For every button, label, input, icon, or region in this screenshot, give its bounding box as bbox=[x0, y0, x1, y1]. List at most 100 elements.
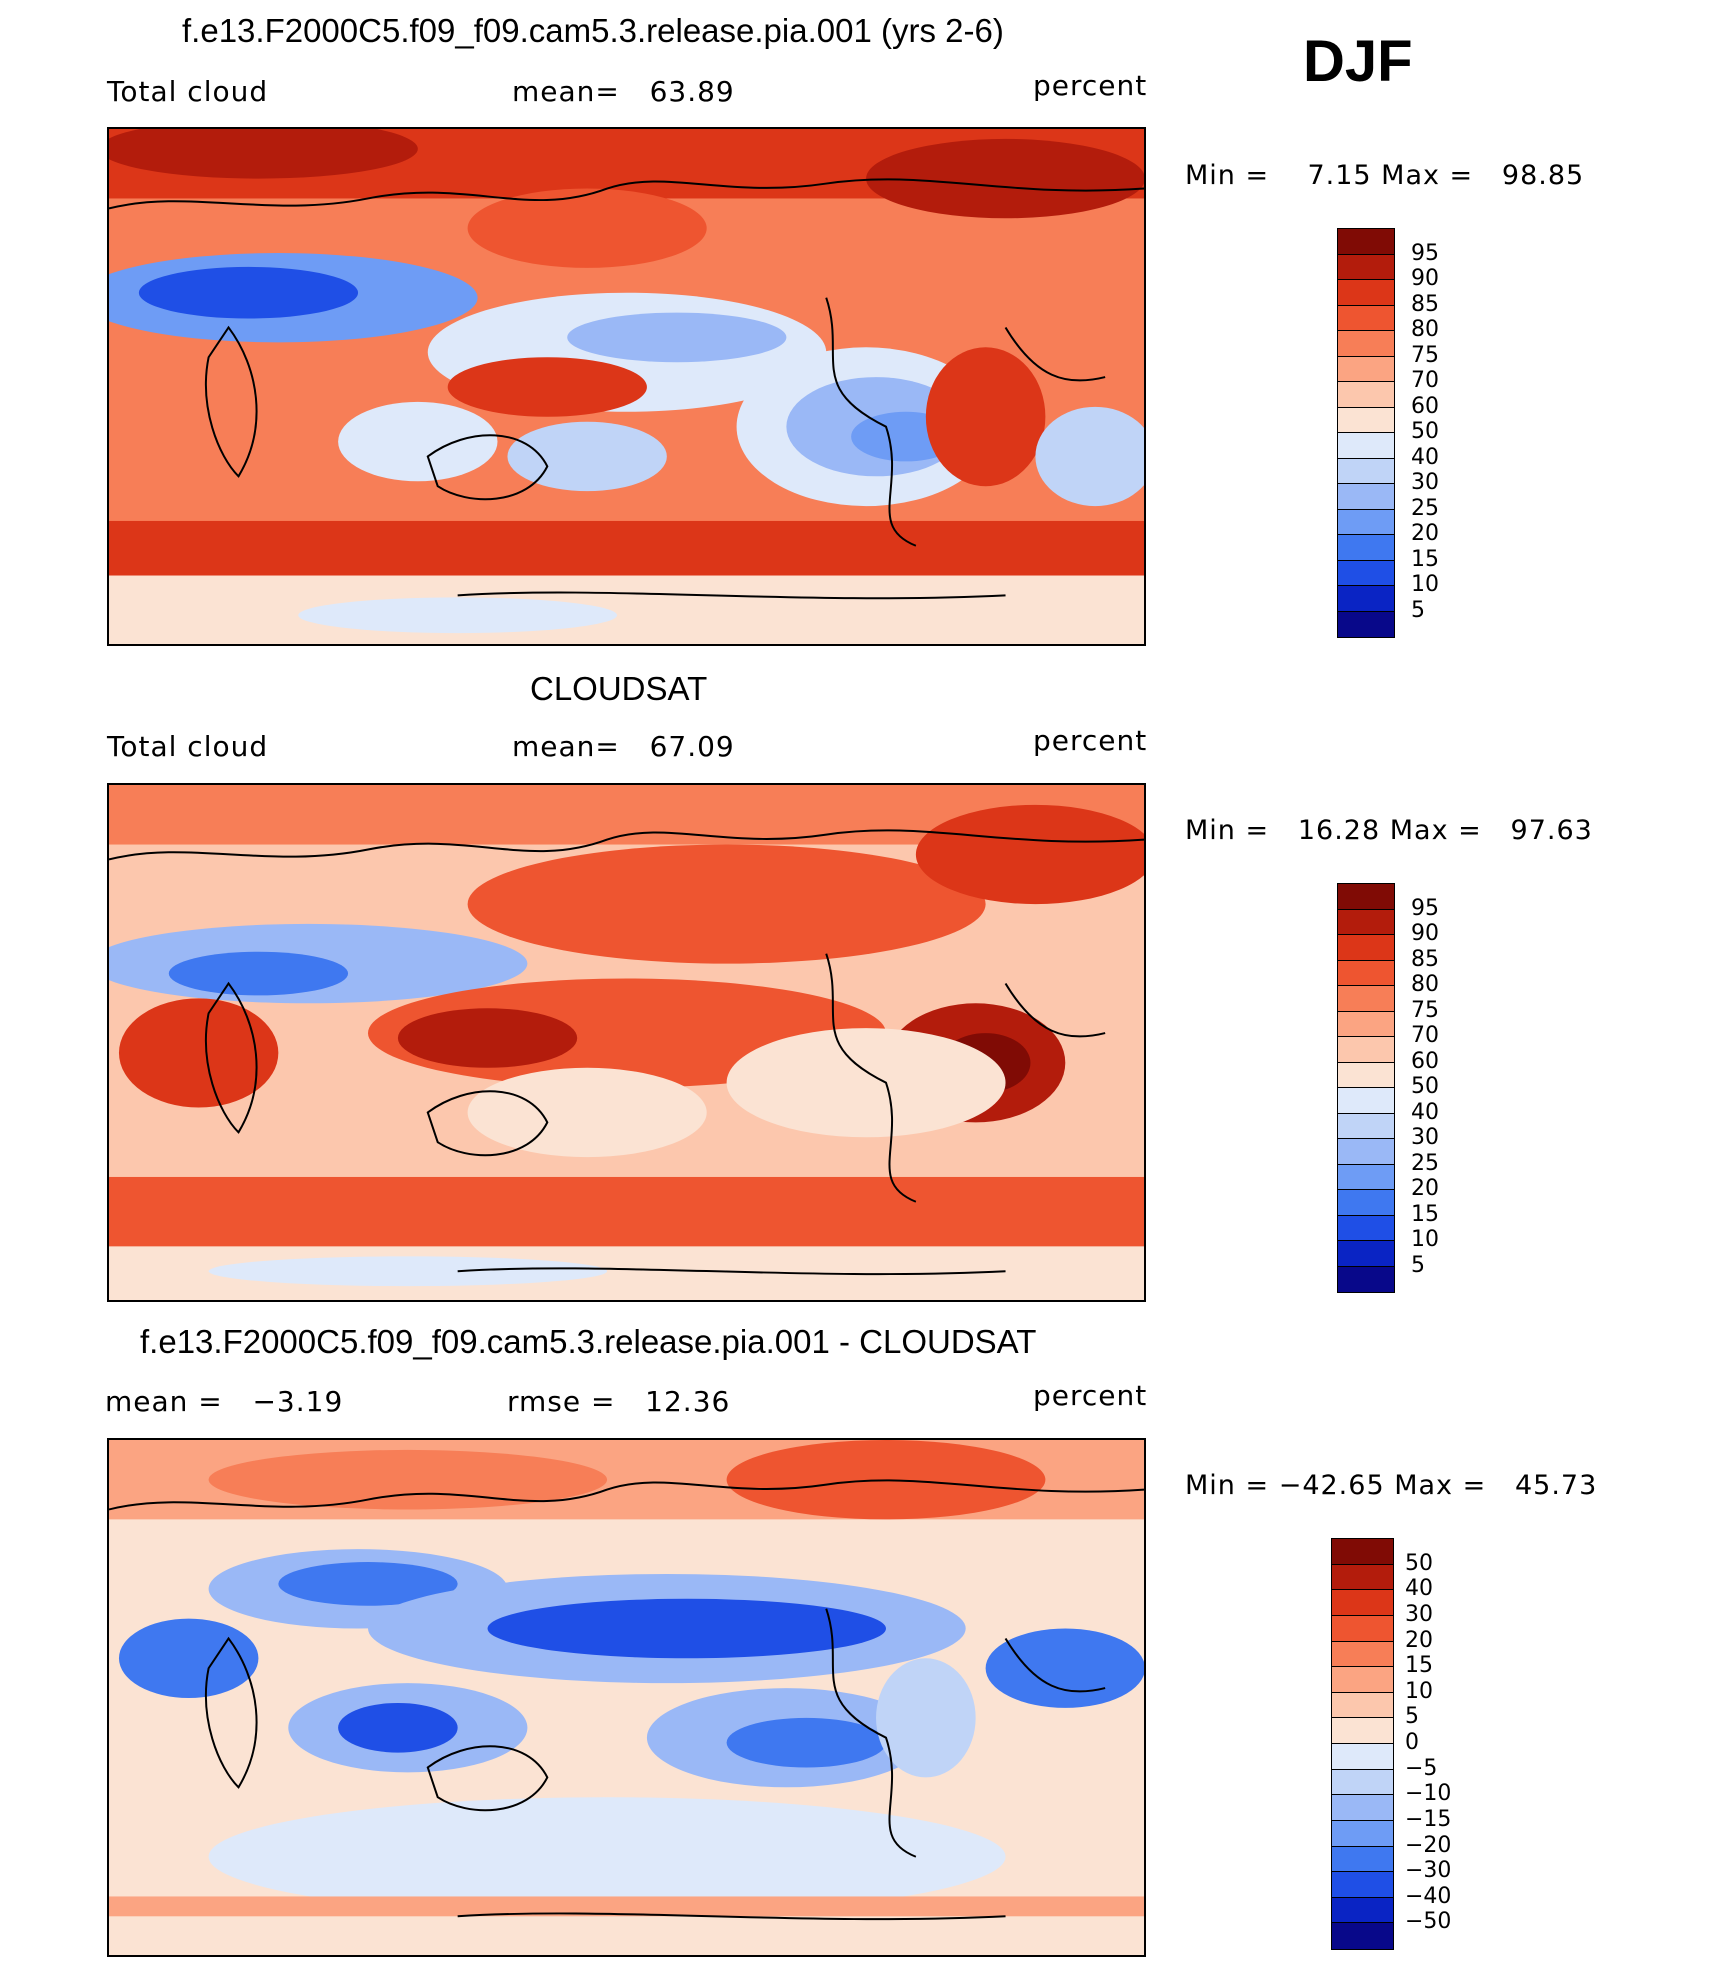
panel-model-minmax: Min = 7.15 Max = 98.85 bbox=[1185, 160, 1585, 191]
colorbar-tick-label: −15 bbox=[1405, 1806, 1452, 1832]
colorbar-tick-label: 30 bbox=[1411, 1125, 1439, 1150]
colorbar-segment bbox=[1338, 433, 1394, 459]
colorbar-tick-label: 40 bbox=[1405, 1576, 1433, 1602]
panel-diff-rmse: rmse = 12.36 bbox=[507, 1385, 731, 1418]
colorbar-segment bbox=[1332, 1795, 1393, 1821]
colorbar-tick-label: 50 bbox=[1405, 1550, 1433, 1576]
colorbar-tick-label: −30 bbox=[1405, 1858, 1452, 1884]
colorbar-segment bbox=[1338, 1215, 1394, 1241]
colorbar-segment bbox=[1332, 1744, 1393, 1770]
panel-model-variable-label: Total cloud bbox=[107, 75, 269, 108]
colorbar-segment bbox=[1332, 1872, 1393, 1898]
colorbar-segment bbox=[1338, 909, 1394, 935]
colorbar-tick-label: 15 bbox=[1411, 1201, 1439, 1227]
colorbar-tick-label: 40 bbox=[1411, 444, 1439, 470]
colorbar-tick-label: 60 bbox=[1411, 393, 1439, 419]
panel-model-map bbox=[107, 127, 1146, 646]
colorbar-segment bbox=[1332, 1667, 1393, 1693]
colorbar-segment bbox=[1338, 960, 1394, 986]
colorbar-tick-label: 30 bbox=[1411, 470, 1439, 495]
panel-obs-contour-field bbox=[109, 785, 1144, 1300]
colorbar-tick-label: 60 bbox=[1411, 1048, 1439, 1074]
colorbar-tick-label: 70 bbox=[1411, 1023, 1439, 1048]
colorbar-tick-label: 20 bbox=[1411, 521, 1439, 546]
colorbar-segment bbox=[1338, 1190, 1394, 1216]
colorbar-tick-label: 80 bbox=[1411, 317, 1439, 342]
colorbar-segment bbox=[1338, 382, 1394, 408]
colorbar-segment bbox=[1338, 305, 1394, 331]
colorbar-segment bbox=[1338, 1088, 1394, 1114]
colorbar-tick-label: 90 bbox=[1411, 921, 1439, 946]
colorbar-tick-label: −5 bbox=[1405, 1755, 1438, 1781]
colorbar-tick-label: −10 bbox=[1405, 1781, 1452, 1807]
colorbar-tick-label: 85 bbox=[1411, 946, 1439, 972]
panel-obs-variable-label: Total cloud bbox=[107, 730, 269, 763]
panel-obs-title: CLOUDSAT bbox=[530, 670, 708, 707]
panel-diff-colorbar bbox=[1331, 1538, 1394, 1950]
colorbar-tick-label: 10 bbox=[1411, 1227, 1439, 1252]
panel-obs-units: percent bbox=[1033, 724, 1148, 757]
colorbar-tick-label: 95 bbox=[1411, 895, 1439, 921]
colorbar-tick-label: 20 bbox=[1411, 1176, 1439, 1201]
colorbar-tick-label: −50 bbox=[1405, 1909, 1452, 1935]
panel-obs-mean: mean= 67.09 bbox=[512, 730, 735, 763]
panel-diff-title: f.e13.F2000C5.f09_f09.cam5.3.release.pia… bbox=[140, 1323, 1037, 1360]
colorbar-segment bbox=[1338, 356, 1394, 382]
colorbar-tick-label: 15 bbox=[1411, 546, 1439, 572]
colorbar-segment bbox=[1338, 884, 1394, 910]
colorbar-tick-label: 90 bbox=[1411, 266, 1439, 291]
colorbar-tick-label: −40 bbox=[1405, 1883, 1452, 1909]
colorbar-tick-label: 10 bbox=[1411, 572, 1439, 597]
colorbar-tick-label: 85 bbox=[1411, 291, 1439, 317]
colorbar-segment bbox=[1338, 986, 1394, 1012]
colorbar-tick-label: 20 bbox=[1405, 1627, 1433, 1653]
colorbar-segment bbox=[1338, 484, 1394, 510]
panel-diff-units: percent bbox=[1033, 1379, 1148, 1412]
colorbar-segment bbox=[1338, 1113, 1394, 1139]
colorbar-segment bbox=[1338, 458, 1394, 484]
panel-diff-minmax: Min = −42.65 Max = 45.73 bbox=[1185, 1470, 1598, 1501]
panel-model-colorbar bbox=[1337, 228, 1395, 638]
colorbar-segment bbox=[1338, 935, 1394, 961]
colorbar-segment bbox=[1338, 1062, 1394, 1088]
colorbar-tick-label: 25 bbox=[1411, 495, 1439, 521]
colorbar-tick-label: 50 bbox=[1411, 1074, 1439, 1099]
panel-model-contour-field bbox=[109, 129, 1144, 644]
colorbar-tick-label: 5 bbox=[1405, 1704, 1419, 1730]
season-label: DJF bbox=[1303, 29, 1413, 94]
colorbar-segment bbox=[1338, 1241, 1394, 1267]
colorbar-segment bbox=[1332, 1641, 1393, 1668]
panel-obs-map bbox=[107, 783, 1146, 1302]
colorbar-segment bbox=[1332, 1820, 1393, 1847]
colorbar-tick-label: −20 bbox=[1405, 1832, 1452, 1858]
colorbar-segment bbox=[1332, 1692, 1393, 1719]
colorbar-tick-label: 30 bbox=[1405, 1601, 1433, 1627]
colorbar-segment bbox=[1338, 254, 1394, 280]
panel-model-title: f.e13.F2000C5.f09_f09.cam5.3.release.pia… bbox=[182, 12, 1004, 49]
colorbar-segment bbox=[1332, 1718, 1393, 1744]
panel-diff-map bbox=[107, 1438, 1146, 1957]
colorbar-segment bbox=[1338, 611, 1394, 637]
colorbar-tick-label: 5 bbox=[1411, 1252, 1425, 1278]
colorbar-tick-label: 95 bbox=[1411, 240, 1439, 266]
colorbar-tick-label: 10 bbox=[1405, 1678, 1433, 1704]
colorbar-segment bbox=[1338, 1139, 1394, 1165]
colorbar-segment bbox=[1332, 1846, 1393, 1873]
colorbar-segment bbox=[1338, 1164, 1394, 1190]
colorbar-tick-label: 0 bbox=[1405, 1730, 1419, 1755]
colorbar-tick-label: 25 bbox=[1411, 1150, 1439, 1176]
panel-diff-mean: mean = −3.19 bbox=[105, 1385, 344, 1418]
colorbar-segment bbox=[1332, 1769, 1393, 1796]
colorbar-segment bbox=[1332, 1539, 1393, 1565]
colorbar-segment bbox=[1338, 560, 1394, 586]
colorbar-segment bbox=[1332, 1590, 1393, 1616]
panel-obs-minmax: Min = 16.28 Max = 97.63 bbox=[1185, 815, 1593, 846]
colorbar-segment bbox=[1338, 509, 1394, 535]
colorbar-segment bbox=[1338, 535, 1394, 561]
colorbar-segment bbox=[1332, 1897, 1393, 1924]
colorbar-segment bbox=[1332, 1564, 1393, 1591]
colorbar-tick-label: 80 bbox=[1411, 972, 1439, 997]
colorbar-segment bbox=[1338, 1011, 1394, 1037]
colorbar-tick-label: 15 bbox=[1405, 1653, 1433, 1679]
colorbar-segment bbox=[1338, 1037, 1394, 1063]
